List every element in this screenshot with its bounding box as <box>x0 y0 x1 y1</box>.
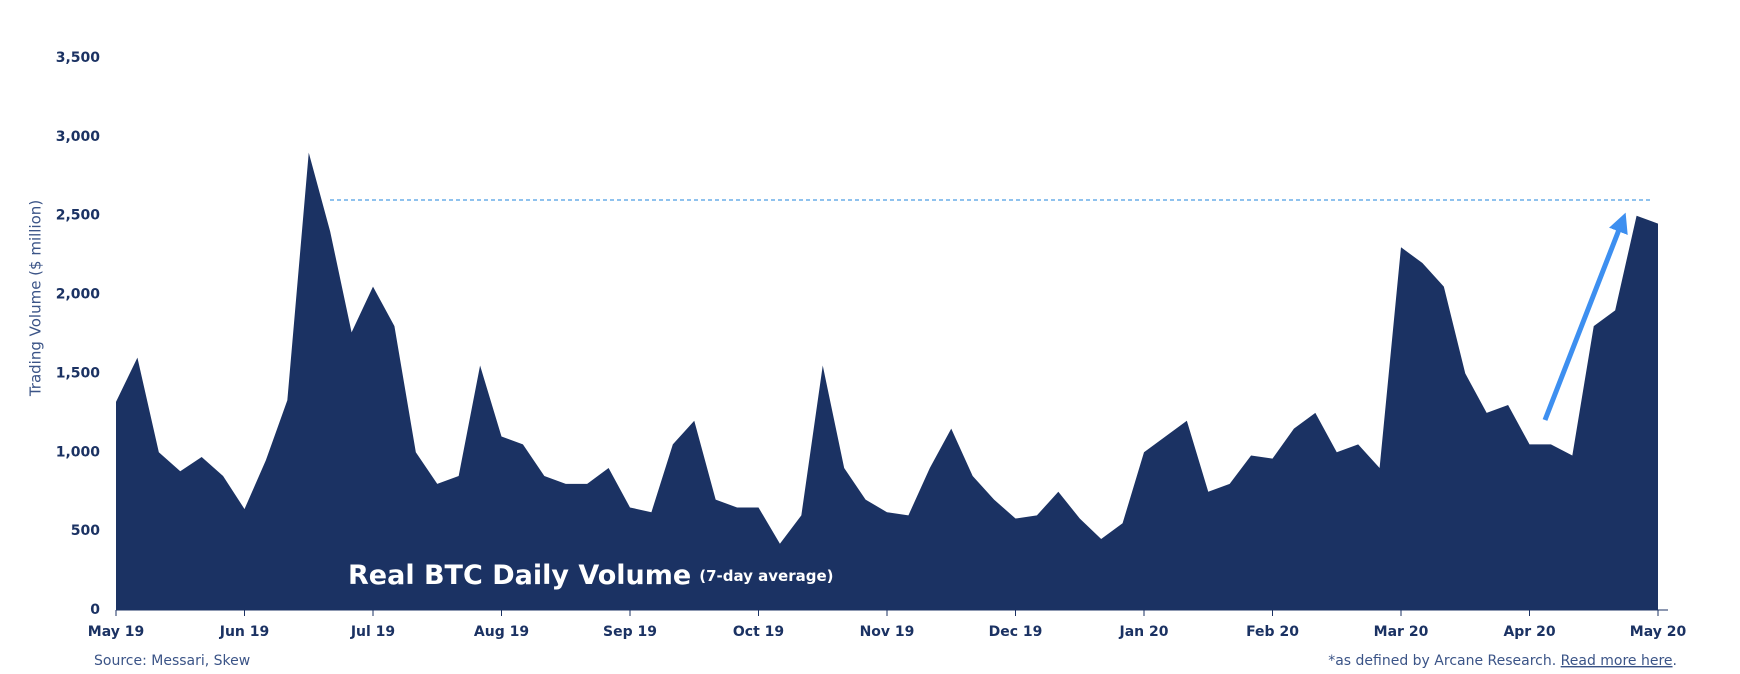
y-tick-label: 2,500 <box>56 208 101 224</box>
y-tick-label: 3,500 <box>56 50 101 66</box>
trend-arrow <box>1542 212 1628 421</box>
x-tick-label: Feb 20 <box>1246 624 1299 640</box>
x-tick-label: Dec 19 <box>989 624 1043 640</box>
chart-title: Real BTC Daily Volume (7-day average) <box>348 560 834 591</box>
x-tick-label: May 19 <box>88 624 144 640</box>
volume-area <box>116 152 1658 610</box>
footnote-end: . <box>1673 653 1677 669</box>
y-tick-label: 0 <box>90 602 100 618</box>
x-tick-label: Mar 20 <box>1374 624 1429 640</box>
y-tick-label: 500 <box>71 523 100 539</box>
y-tick-label: 1,500 <box>56 365 101 381</box>
x-tick-label: Jul 19 <box>350 624 395 640</box>
source: Source: Messari, Skew <box>94 653 250 669</box>
x-tick-label: Nov 19 <box>860 624 915 640</box>
x-tick-label: Sep 19 <box>603 624 657 640</box>
title-sub: (7-day average) <box>699 567 833 585</box>
y-tick-label: 2,000 <box>56 287 101 303</box>
footnote: *as defined by Arcane Research. Read mor… <box>1328 653 1677 669</box>
x-tick-label: Jun 19 <box>219 624 270 640</box>
x-tick-label: Oct 19 <box>733 624 784 640</box>
y-tick-label: 1,000 <box>56 444 101 460</box>
x-tick-label: Apr 20 <box>1503 624 1555 640</box>
y-tick-label: 3,000 <box>56 129 101 145</box>
x-tick-label: May 20 <box>1630 624 1687 640</box>
footnote-text: *as defined by Arcane Research. <box>1328 653 1556 669</box>
y-axis-label: Trading Volume ($ million) <box>27 200 45 397</box>
read-more-link[interactable]: Read more here <box>1561 653 1673 669</box>
x-tick-label: Aug 19 <box>474 624 529 640</box>
x-tick-label: Jan 20 <box>1119 624 1169 640</box>
title-main: Real BTC Daily Volume <box>348 560 691 591</box>
